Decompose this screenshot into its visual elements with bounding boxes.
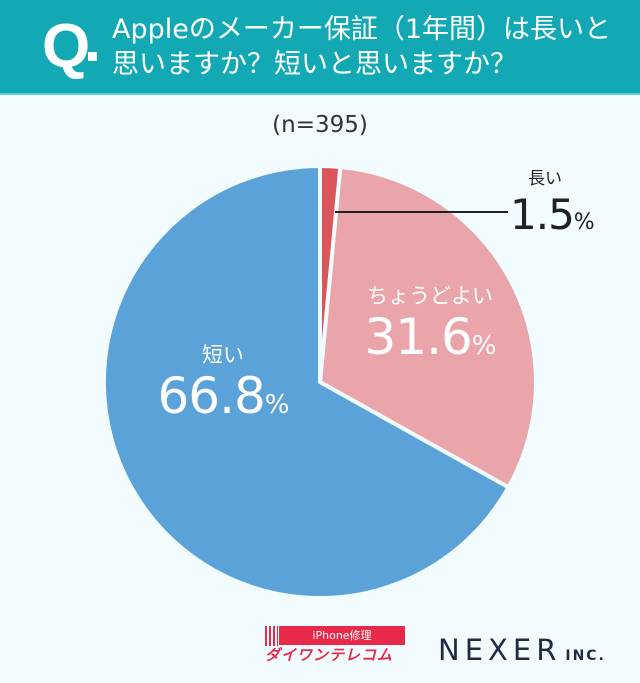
- label-short: 短い 66.8%: [138, 342, 308, 433]
- question-title-line2: 思いますか？短いと思いますか？: [112, 49, 517, 80]
- label-long-category: 長い: [528, 169, 562, 189]
- label-long-value: 1.5%: [510, 192, 600, 246]
- nexer-name: NEXER: [438, 633, 562, 667]
- q-mark: Q: [42, 12, 90, 81]
- value-number: 31.6: [364, 308, 472, 366]
- label-just-right-value: 31.6%: [345, 309, 515, 374]
- nexer-logo: NEXER INC.: [438, 633, 606, 667]
- daiwan-telecom-logo: iPhone修理 ダイワンテレコム: [265, 626, 405, 664]
- nexer-inc: INC.: [565, 648, 606, 664]
- question-title: Appleのメーカー保証（1年間）は長いと 思いますか？短いと思いますか？: [112, 12, 611, 82]
- label-just-right: ちょうどよい 31.6%: [345, 283, 515, 374]
- label-just-right-category: ちょうどよい: [367, 284, 493, 308]
- q-dot: [88, 52, 97, 61]
- slice-just-right: [318, 164, 538, 490]
- sample-size: (n=395): [272, 112, 368, 138]
- value-unit: %: [264, 390, 290, 420]
- daiwan-tagline: iPhone修理: [279, 626, 405, 645]
- daiwan-bars-icon: [265, 626, 278, 646]
- value-number: 66.8: [157, 367, 265, 425]
- label-short-value: 66.8%: [138, 368, 308, 433]
- question-header: Q Appleのメーカー保証（1年間）は長いと 思いますか？短いと思いますか？: [0, 0, 640, 95]
- label-long: 長い 1.5%: [510, 166, 600, 246]
- value-number: 1.5: [510, 190, 575, 239]
- value-unit: %: [573, 210, 595, 235]
- slice-long: [318, 164, 343, 384]
- label-short-category: 短い: [202, 343, 244, 367]
- value-unit: %: [471, 331, 497, 361]
- slice-short: [101, 164, 511, 600]
- daiwan-name: ダイワンテレコム: [265, 646, 394, 664]
- question-title-line1: Appleのメーカー保証（1年間）は長いと: [112, 14, 612, 45]
